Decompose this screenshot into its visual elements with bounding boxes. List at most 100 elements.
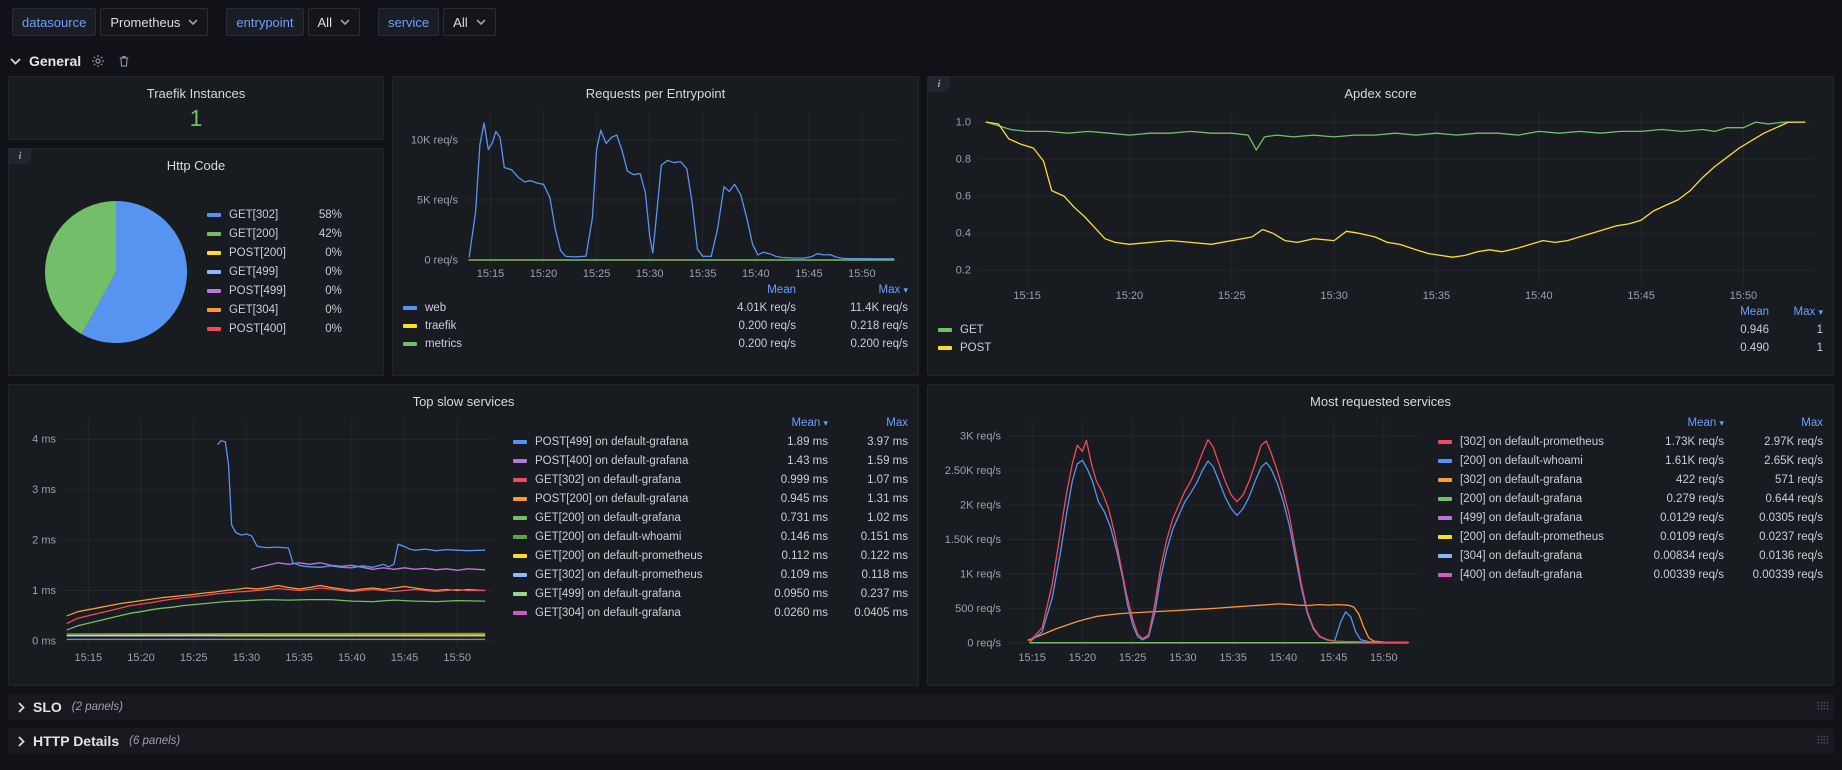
series-max: 0.0305 req/s [1728, 512, 1823, 524]
series-swatch [513, 611, 527, 615]
series-max: 0.644 req/s [1728, 493, 1823, 505]
legend-item[interactable]: GET[200] on default-grafana0.731 ms1.02 … [513, 508, 908, 527]
svg-text:4 ms: 4 ms [32, 434, 56, 446]
legend-item[interactable]: GET[200]42% [207, 225, 342, 244]
legend-sort-mean[interactable]: Mean [1677, 306, 1769, 318]
row-delete-button[interactable] [115, 52, 133, 70]
legend-item[interactable]: GET[304] on default-grafana0.0260 ms0.04… [513, 603, 908, 622]
drag-handle-icon[interactable]: ⠿⠿ [1816, 735, 1828, 748]
legend-sort-max[interactable]: Max ▾ [800, 284, 908, 296]
info-icon[interactable]: i [9, 149, 31, 164]
variable-entrypoint-select[interactable]: All [308, 8, 360, 36]
top-slow-services-legend: Mean ▾ Max POST[499] on default-grafana1.8… [513, 413, 908, 677]
top-slow-services-chart[interactable]: 15:1515:2015:2515:3015:3515:4015:4515:50… [19, 413, 503, 665]
legend-item[interactable]: POST[400]0% [207, 320, 342, 339]
most-requested-services-legend: Mean ▾ Max [302] on default-prometheus1.73… [1438, 413, 1823, 677]
series-swatch [513, 554, 527, 558]
svg-text:3 ms: 3 ms [32, 484, 56, 496]
legend-item[interactable]: [499] on default-grafana0.0129 req/s0.03… [1438, 508, 1823, 527]
svg-text:5K req/s: 5K req/s [417, 194, 458, 206]
row-general-title: General [29, 53, 81, 69]
legend-header: Mean Max ▾ [403, 281, 908, 299]
series-swatch [207, 327, 221, 331]
series-swatch [207, 213, 221, 217]
most-requested-services-chart[interactable]: 15:1515:2015:2515:3015:3515:4015:4515:50… [938, 413, 1428, 665]
legend-item[interactable]: GET[200] on default-prometheus0.112 ms0.… [513, 546, 908, 565]
variable-service: service All [378, 8, 496, 36]
legend-item[interactable]: GET[302] on default-grafana0.999 ms1.07 … [513, 470, 908, 489]
legend-sort-mean[interactable]: Mean ▾ [752, 417, 828, 429]
gear-icon [91, 54, 105, 68]
legend-item[interactable]: GET[302]58% [207, 206, 342, 225]
info-icon[interactable]: i [928, 77, 950, 92]
variable-datasource: datasource Prometheus [12, 8, 208, 36]
requests-per-entrypoint-legend: Mean Max ▾ web4.01K req/s11.4K req/straefi… [403, 281, 908, 353]
legend-sort-max[interactable]: Max [832, 417, 908, 429]
panel-title[interactable]: Apdex score [938, 83, 1823, 105]
panel-title[interactable]: Traefik Instances [19, 83, 373, 105]
legend-item[interactable]: [304] on default-grafana0.00834 req/s0.0… [1438, 546, 1823, 565]
legend-item[interactable]: [200] on default-grafana0.279 req/s0.644… [1438, 489, 1823, 508]
trash-icon [117, 54, 131, 68]
legend-item[interactable]: POST0.4901 [938, 339, 1823, 357]
legend-item[interactable]: [200] on default-prometheus0.0109 req/s0… [1438, 527, 1823, 546]
svg-text:15:50: 15:50 [1730, 290, 1758, 302]
svg-text:10K req/s: 10K req/s [411, 134, 459, 146]
svg-text:15:50: 15:50 [848, 268, 876, 280]
variable-service-select[interactable]: All [443, 8, 495, 36]
requests-per-entrypoint-chart[interactable]: 15:1515:2015:2515:3015:3515:4015:4515:50… [403, 105, 908, 281]
legend-item[interactable]: GET0.9461 [938, 321, 1823, 339]
row-settings-button[interactable] [89, 52, 107, 70]
variable-entrypoint-label: entrypoint [226, 8, 303, 36]
legend-item[interactable]: POST[499] on default-grafana1.89 ms3.97 … [513, 432, 908, 451]
series-swatch [938, 328, 952, 332]
legend-item[interactable]: [302] on default-prometheus1.73K req/s2.… [1438, 432, 1823, 451]
http-code-pie-chart[interactable] [45, 201, 187, 343]
panel-title[interactable]: Http Code [19, 155, 373, 177]
legend-item[interactable]: traefik0.200 req/s0.218 req/s [403, 317, 908, 335]
series-mean: 0.146 ms [752, 531, 828, 543]
legend-item[interactable]: metrics0.200 req/s0.200 req/s [403, 335, 908, 353]
legend-sort-max[interactable]: Max [1728, 417, 1823, 429]
series-label: GET[304] [229, 304, 278, 316]
legend-item[interactable]: GET[499]0% [207, 263, 342, 282]
legend-item[interactable]: GET[304]0% [207, 301, 342, 320]
series-mean: 0.999 ms [752, 474, 828, 486]
series-max: 0.0405 ms [832, 607, 908, 619]
row-slo[interactable]: SLO (2 panels) ⠿⠿ [8, 694, 1834, 720]
legend-item[interactable]: POST[200] on default-grafana0.945 ms1.31… [513, 489, 908, 508]
series-mean: 4.01K req/s [684, 302, 796, 314]
legend-item[interactable]: POST[200]0% [207, 244, 342, 263]
legend-item[interactable]: GET[499] on default-grafana0.0950 ms0.23… [513, 584, 908, 603]
legend-item[interactable]: POST[400] on default-grafana1.43 ms1.59 … [513, 451, 908, 470]
legend-sort-max[interactable]: Max ▾ [1773, 306, 1823, 318]
legend-item[interactable]: [400] on default-grafana0.00339 req/s0.0… [1438, 565, 1823, 584]
row-http-details[interactable]: HTTP Details (6 panels) ⠿⠿ [8, 728, 1834, 754]
legend-item[interactable]: [200] on default-whoami1.61K req/s2.65K … [1438, 451, 1823, 470]
drag-handle-icon[interactable]: ⠿⠿ [1816, 701, 1828, 714]
svg-text:0.2: 0.2 [956, 265, 971, 277]
series-label: POST[200] [229, 247, 286, 259]
panel-title[interactable]: Requests per Entrypoint [403, 83, 908, 105]
apdex-score-chart[interactable]: 15:1515:2015:2515:3015:3515:4015:4515:50… [938, 105, 1823, 303]
legend-item[interactable]: [302] on default-grafana422 req/s571 req… [1438, 470, 1823, 489]
legend-item[interactable]: web4.01K req/s11.4K req/s [403, 299, 908, 317]
series-label: GET[304] on default-grafana [535, 607, 681, 619]
row-general-header[interactable]: General [0, 44, 1842, 74]
legend-item[interactable]: POST[499]0% [207, 282, 342, 301]
panel-title[interactable]: Top slow services [19, 391, 908, 413]
legend-sort-mean[interactable]: Mean ▾ [1629, 417, 1724, 429]
legend-item[interactable]: GET[200] on default-whoami0.146 ms0.151 … [513, 527, 908, 546]
series-mean: 0.946 [1677, 324, 1769, 336]
panel-title[interactable]: Most requested services [938, 391, 1823, 413]
series-value: 42% [290, 228, 342, 240]
legend-sort-mean[interactable]: Mean [684, 284, 796, 296]
series-swatch [207, 232, 221, 236]
legend-header: Mean ▾ Max [513, 413, 908, 432]
series-mean: 1.61K req/s [1629, 455, 1724, 467]
panel-requests-per-entrypoint: Requests per Entrypoint 15:1515:2015:251… [392, 76, 919, 376]
svg-text:2 ms: 2 ms [32, 535, 56, 547]
variable-datasource-select[interactable]: Prometheus [100, 8, 208, 36]
legend-item[interactable]: GET[302] on default-prometheus0.109 ms0.… [513, 565, 908, 584]
series-max: 1.31 ms [832, 493, 908, 505]
